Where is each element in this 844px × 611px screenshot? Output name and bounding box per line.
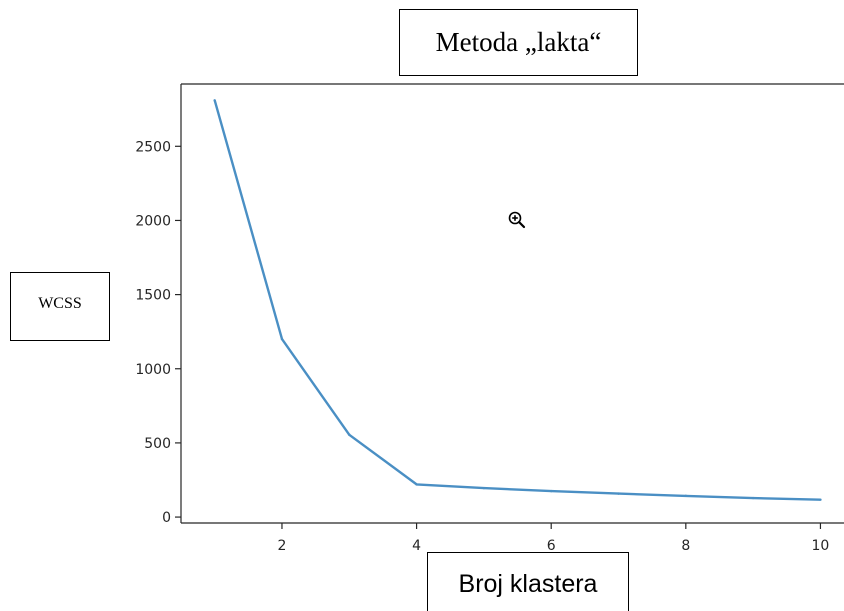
y-tick-label: 2500 [135, 139, 171, 155]
chart-title: Metoda „lakta“ [399, 9, 638, 76]
y-tick-label: 2000 [135, 213, 171, 229]
data-point [415, 483, 418, 486]
data-point [348, 433, 351, 436]
y-tick-label: 500 [144, 436, 171, 452]
zoom-in-icon[interactable] [507, 210, 527, 230]
y-axis-label: WCSS [10, 272, 110, 341]
series-layer [213, 99, 822, 501]
data-point [617, 492, 620, 495]
data-point [751, 496, 755, 500]
data-point [550, 489, 553, 493]
x-axis-ticks: 2 4 6 8 10 [278, 523, 830, 554]
data-point [213, 99, 216, 102]
data-point [280, 337, 284, 341]
data-point [482, 486, 486, 490]
x-tick-label: 6 [547, 538, 556, 554]
data-point [684, 494, 688, 498]
x-axis-label: Broj klastera [427, 552, 629, 611]
data-point [819, 498, 822, 501]
x-tick-label: 4 [412, 538, 421, 554]
series-line-0 [213, 99, 821, 501]
y-tick-label: 1000 [135, 362, 171, 378]
y-axis-ticks: 0 500 1000 1500 2000 2500 [135, 139, 181, 526]
y-tick-label: 0 [162, 510, 171, 526]
x-tick-label: 10 [812, 538, 830, 554]
x-tick-label: 8 [681, 538, 690, 554]
x-tick-label: 2 [278, 538, 287, 554]
y-tick-label: 1500 [135, 288, 171, 304]
